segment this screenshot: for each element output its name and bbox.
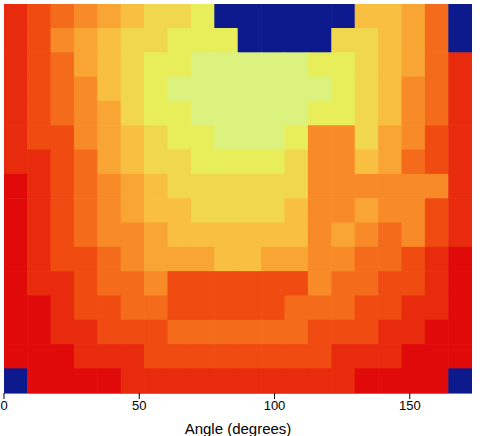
svg-text:150: 150 (399, 398, 421, 413)
svg-text:50: 50 (132, 398, 146, 413)
svg-text:0: 0 (0, 398, 7, 413)
svg-text:Angle (degrees): Angle (degrees) (185, 420, 292, 436)
svg-text:100: 100 (264, 398, 286, 413)
